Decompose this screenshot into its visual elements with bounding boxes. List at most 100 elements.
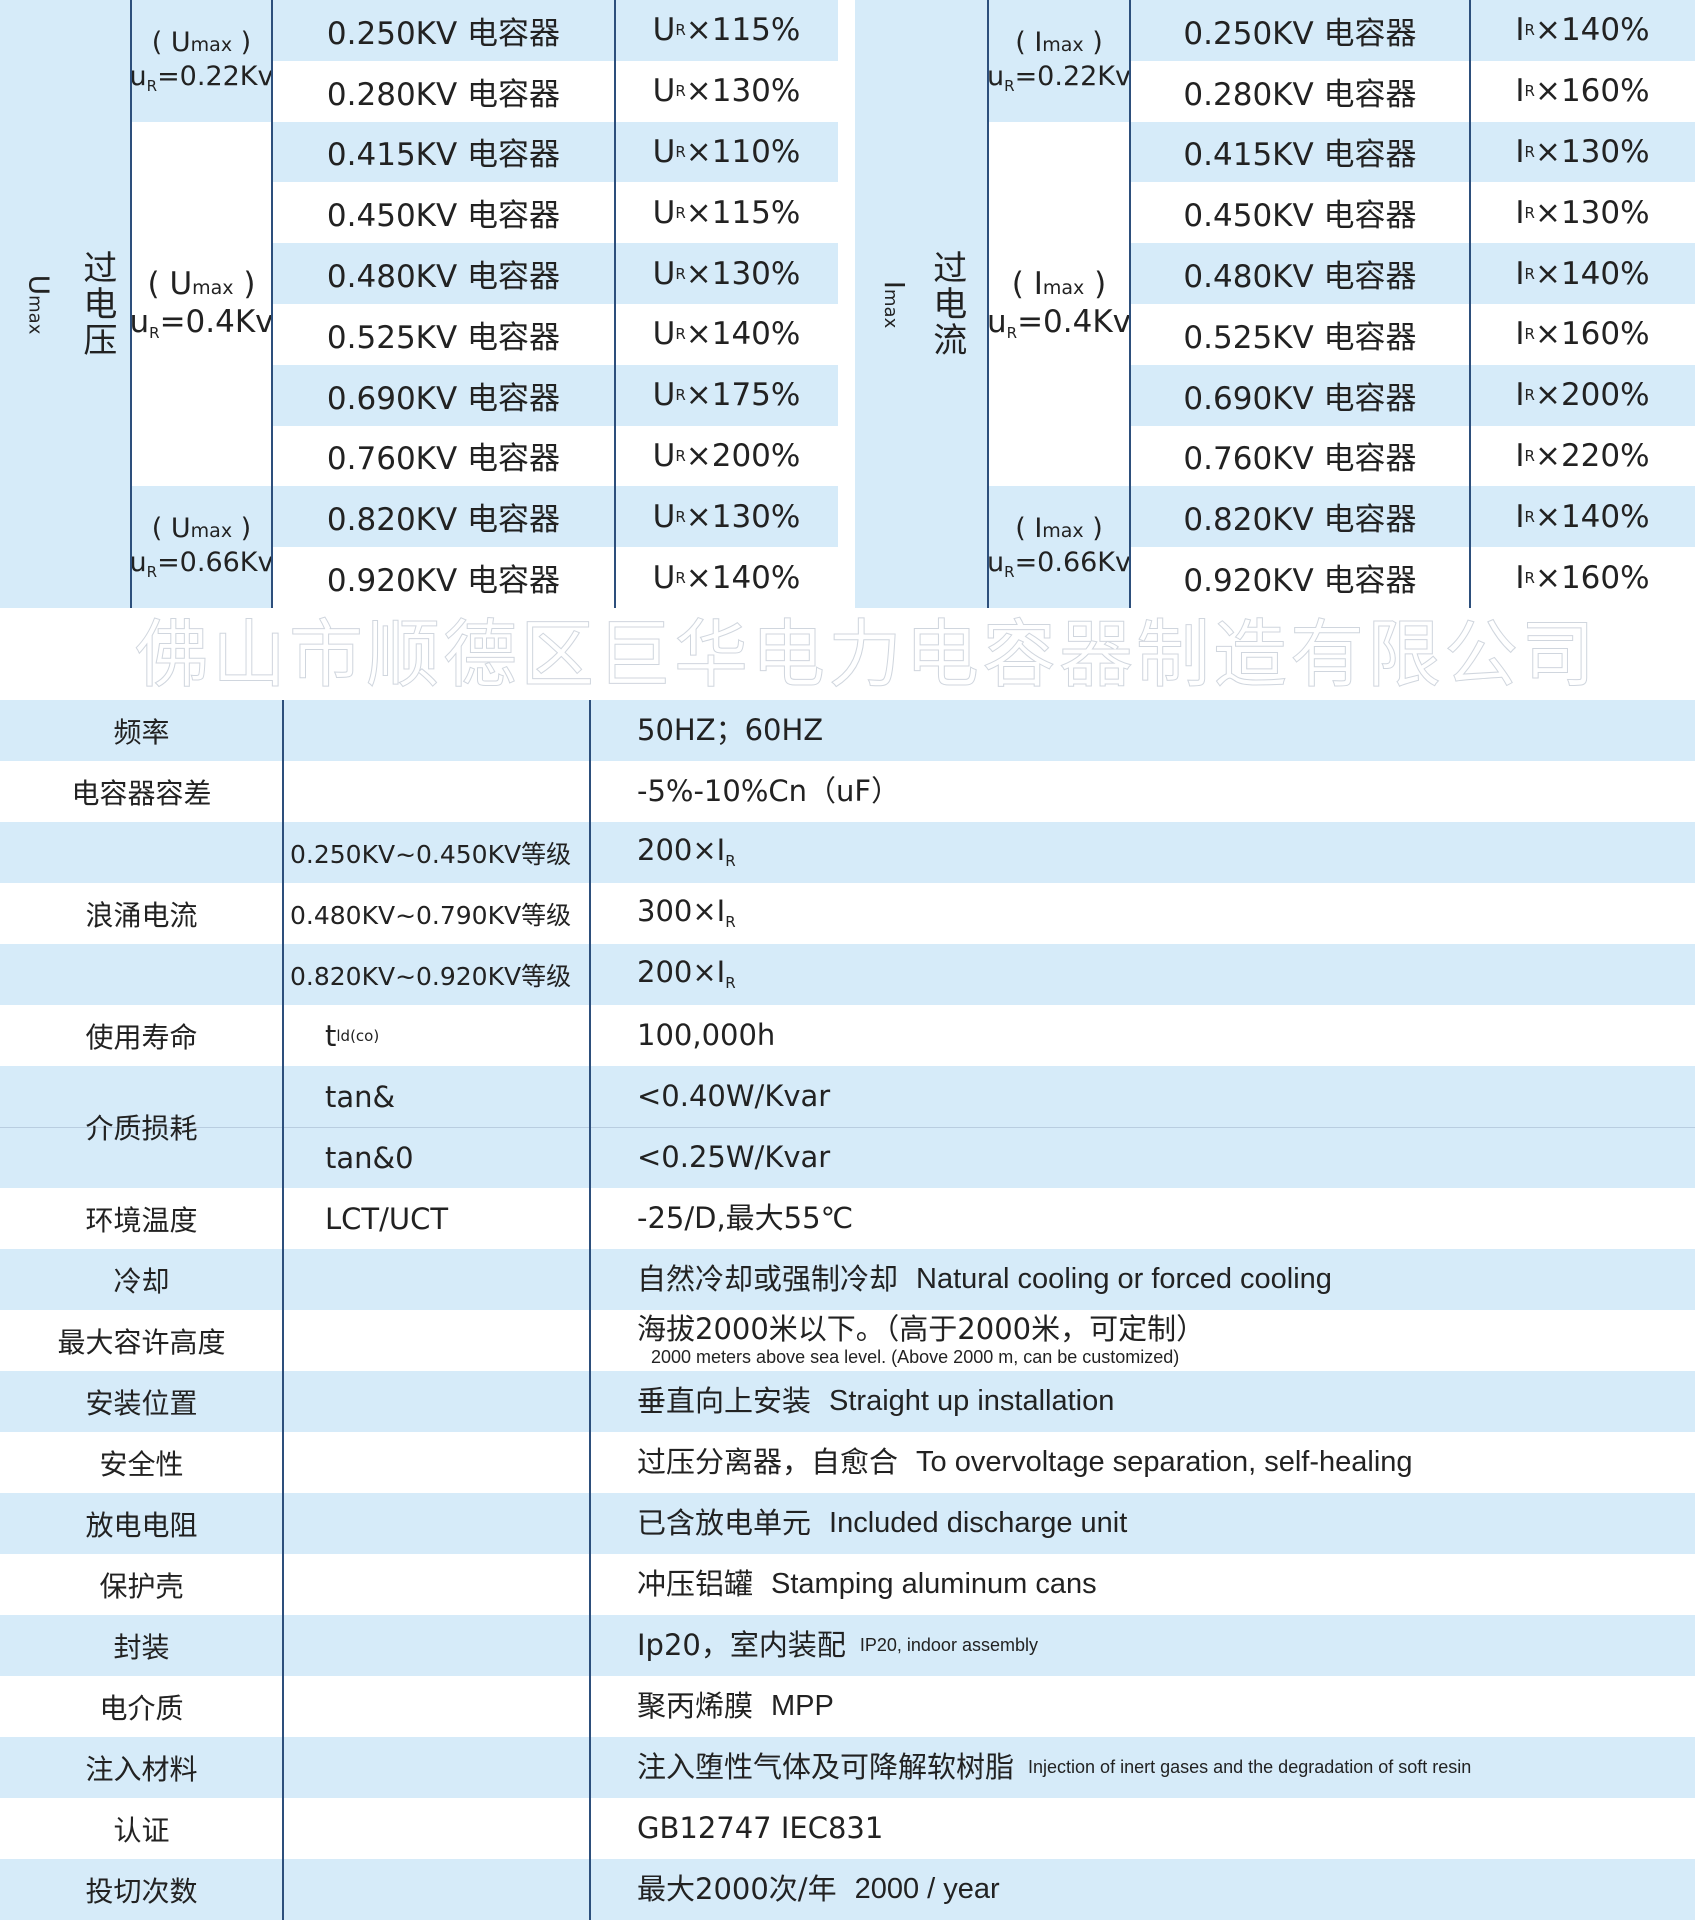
spec-value-main: 50HZ；60HZ bbox=[637, 713, 823, 747]
voltage-group-label: ( Umax ) uR=0.22Kv bbox=[129, 0, 274, 122]
spec-value: 200×IR bbox=[637, 822, 1687, 883]
text: I bbox=[878, 280, 912, 289]
text: 0.250KV~0.450KV等级 bbox=[290, 839, 572, 869]
text: 冷却 bbox=[113, 1264, 170, 1298]
spec-label: 封装 bbox=[0, 1615, 283, 1676]
text: 环境温度 bbox=[85, 1203, 198, 1237]
spec-value: 聚丙烯膜 MPP bbox=[637, 1676, 1687, 1737]
row-stripe bbox=[1130, 121, 1695, 183]
group-symbol: ( Umax ) bbox=[147, 265, 256, 302]
section-symbol: Umax bbox=[23, 274, 56, 334]
text: R bbox=[725, 913, 736, 932]
column-divider bbox=[1129, 0, 1131, 608]
text: 0.280KV 电容器 bbox=[326, 76, 561, 113]
text: U bbox=[169, 265, 193, 302]
overload-factor: I R ×220% bbox=[1470, 426, 1695, 487]
spec-value-main: 100,000h bbox=[637, 1017, 776, 1052]
sub: max bbox=[24, 294, 46, 334]
spec-value-main: 冲压铝罐 bbox=[637, 1567, 753, 1601]
text: U bbox=[652, 437, 676, 474]
spec-value-main: 200×IR bbox=[637, 834, 736, 870]
text: 海拔2000米以下。（高于2000米，可定制） bbox=[637, 1312, 1206, 1347]
spec-condition: 0.820KV~0.920KV等级 bbox=[290, 944, 588, 1005]
text: R bbox=[1004, 563, 1015, 582]
text: 0.250KV 电容器 bbox=[326, 15, 561, 52]
text: R bbox=[1524, 264, 1535, 283]
group-symbol: ( Imax ) bbox=[1015, 27, 1103, 59]
section-title: 过电流 bbox=[926, 250, 967, 358]
spec-value: Ip20，室内装配 IP20, indoor assembly bbox=[637, 1615, 1687, 1676]
spec-condition: t ld(co) bbox=[325, 1005, 587, 1066]
text: 0.450KV 电容器 bbox=[1183, 198, 1417, 235]
text: U bbox=[652, 377, 676, 414]
text: max bbox=[1042, 276, 1085, 299]
text: ×115% bbox=[685, 12, 801, 49]
text: u bbox=[129, 60, 147, 92]
spec-value: 冲压铝罐 Stamping aluminum cans bbox=[637, 1554, 1687, 1615]
text: 0.525KV 电容器 bbox=[1183, 319, 1417, 356]
spec-value: 50HZ；60HZ bbox=[637, 700, 1687, 761]
text: u bbox=[987, 547, 1005, 579]
text: R bbox=[1006, 324, 1018, 343]
text: -25/D,最大55℃ bbox=[637, 1200, 854, 1235]
text: max bbox=[1042, 34, 1084, 57]
section-title: 过电压 bbox=[76, 250, 117, 358]
text: R bbox=[1524, 203, 1535, 222]
text: 100,000h bbox=[637, 1017, 776, 1052]
text: ×130% bbox=[685, 498, 801, 535]
text: ×220% bbox=[1534, 437, 1650, 474]
spec-value: <0.40W/Kvar bbox=[637, 1066, 1687, 1127]
text: U bbox=[652, 316, 676, 353]
spec-label: 投切次数 bbox=[0, 1859, 283, 1920]
text: ×140% bbox=[1534, 12, 1650, 49]
text: ×200% bbox=[685, 437, 801, 474]
spec-value-main: <0.40W/Kvar bbox=[637, 1079, 830, 1113]
group-symbol: ( Imax ) bbox=[1015, 513, 1103, 545]
text: R bbox=[675, 507, 686, 526]
text: 0.760KV 电容器 bbox=[1183, 441, 1417, 478]
spec-value-main: 自然冷却或强制冷却 bbox=[637, 1262, 898, 1296]
spec-value-main: -5%-10%Cn（uF） bbox=[637, 774, 900, 808]
text: 0.690KV 电容器 bbox=[1183, 380, 1417, 417]
group-symbol: ( Umax ) bbox=[151, 513, 252, 545]
group-rated-voltage: uR=0.66Kv bbox=[987, 546, 1131, 582]
spec-value: 已含放电单元 Included discharge unit bbox=[637, 1493, 1687, 1554]
text: I bbox=[1033, 265, 1043, 302]
column-divider bbox=[987, 0, 989, 608]
spec-value-main: 聚丙烯膜 bbox=[637, 1688, 754, 1723]
text: 注入堕性气体及可降解软树脂 bbox=[637, 1749, 1015, 1784]
spec-label: 放电电阻 bbox=[0, 1493, 283, 1554]
text: 0.760KV 电容器 bbox=[326, 441, 561, 478]
text: 注入材料 bbox=[85, 1752, 198, 1786]
capacitor-rating: 0.820KV 电容器 bbox=[1130, 486, 1470, 547]
text: 0.920KV 电容器 bbox=[1183, 563, 1417, 600]
text: R bbox=[675, 325, 686, 344]
capacitor-rating: 0.690KV 电容器 bbox=[272, 365, 615, 426]
row-stripe bbox=[1130, 243, 1695, 304]
text: U bbox=[652, 498, 676, 535]
row-stripe bbox=[1130, 364, 1695, 426]
row-stripe bbox=[1130, 0, 1695, 61]
spec-value: 200×IR bbox=[637, 944, 1687, 1005]
column-divider bbox=[130, 0, 132, 608]
text: R bbox=[675, 446, 686, 465]
text: 介质损耗 bbox=[85, 1112, 198, 1145]
text: GB12747 IEC831 bbox=[637, 1810, 884, 1845]
spec-value-english: Natural cooling or forced cooling bbox=[916, 1262, 1332, 1295]
column-divider bbox=[271, 0, 273, 608]
capacitor-rating: 0.280KV 电容器 bbox=[1130, 61, 1470, 122]
voltage-group-label: ( Imax ) uR=0.22Kv bbox=[987, 0, 1131, 122]
text: max bbox=[190, 34, 233, 57]
text: 已含放电单元 bbox=[637, 1505, 812, 1540]
text: =0.4Kv bbox=[159, 304, 274, 341]
text: R bbox=[1524, 507, 1535, 526]
text: ×200% bbox=[1534, 377, 1650, 414]
group-symbol: ( Imax ) bbox=[1011, 265, 1107, 302]
label-column-bg bbox=[0, 0, 131, 608]
text: 安装位置 bbox=[85, 1386, 198, 1420]
spec-value: 海拔2000米以下。（高于2000米，可定制） 2000 meters above… bbox=[637, 1310, 1687, 1371]
text: I bbox=[1515, 498, 1525, 535]
text: 聚丙烯膜 bbox=[637, 1688, 754, 1723]
spec-value-main: -25/D,最大55℃ bbox=[637, 1200, 854, 1235]
